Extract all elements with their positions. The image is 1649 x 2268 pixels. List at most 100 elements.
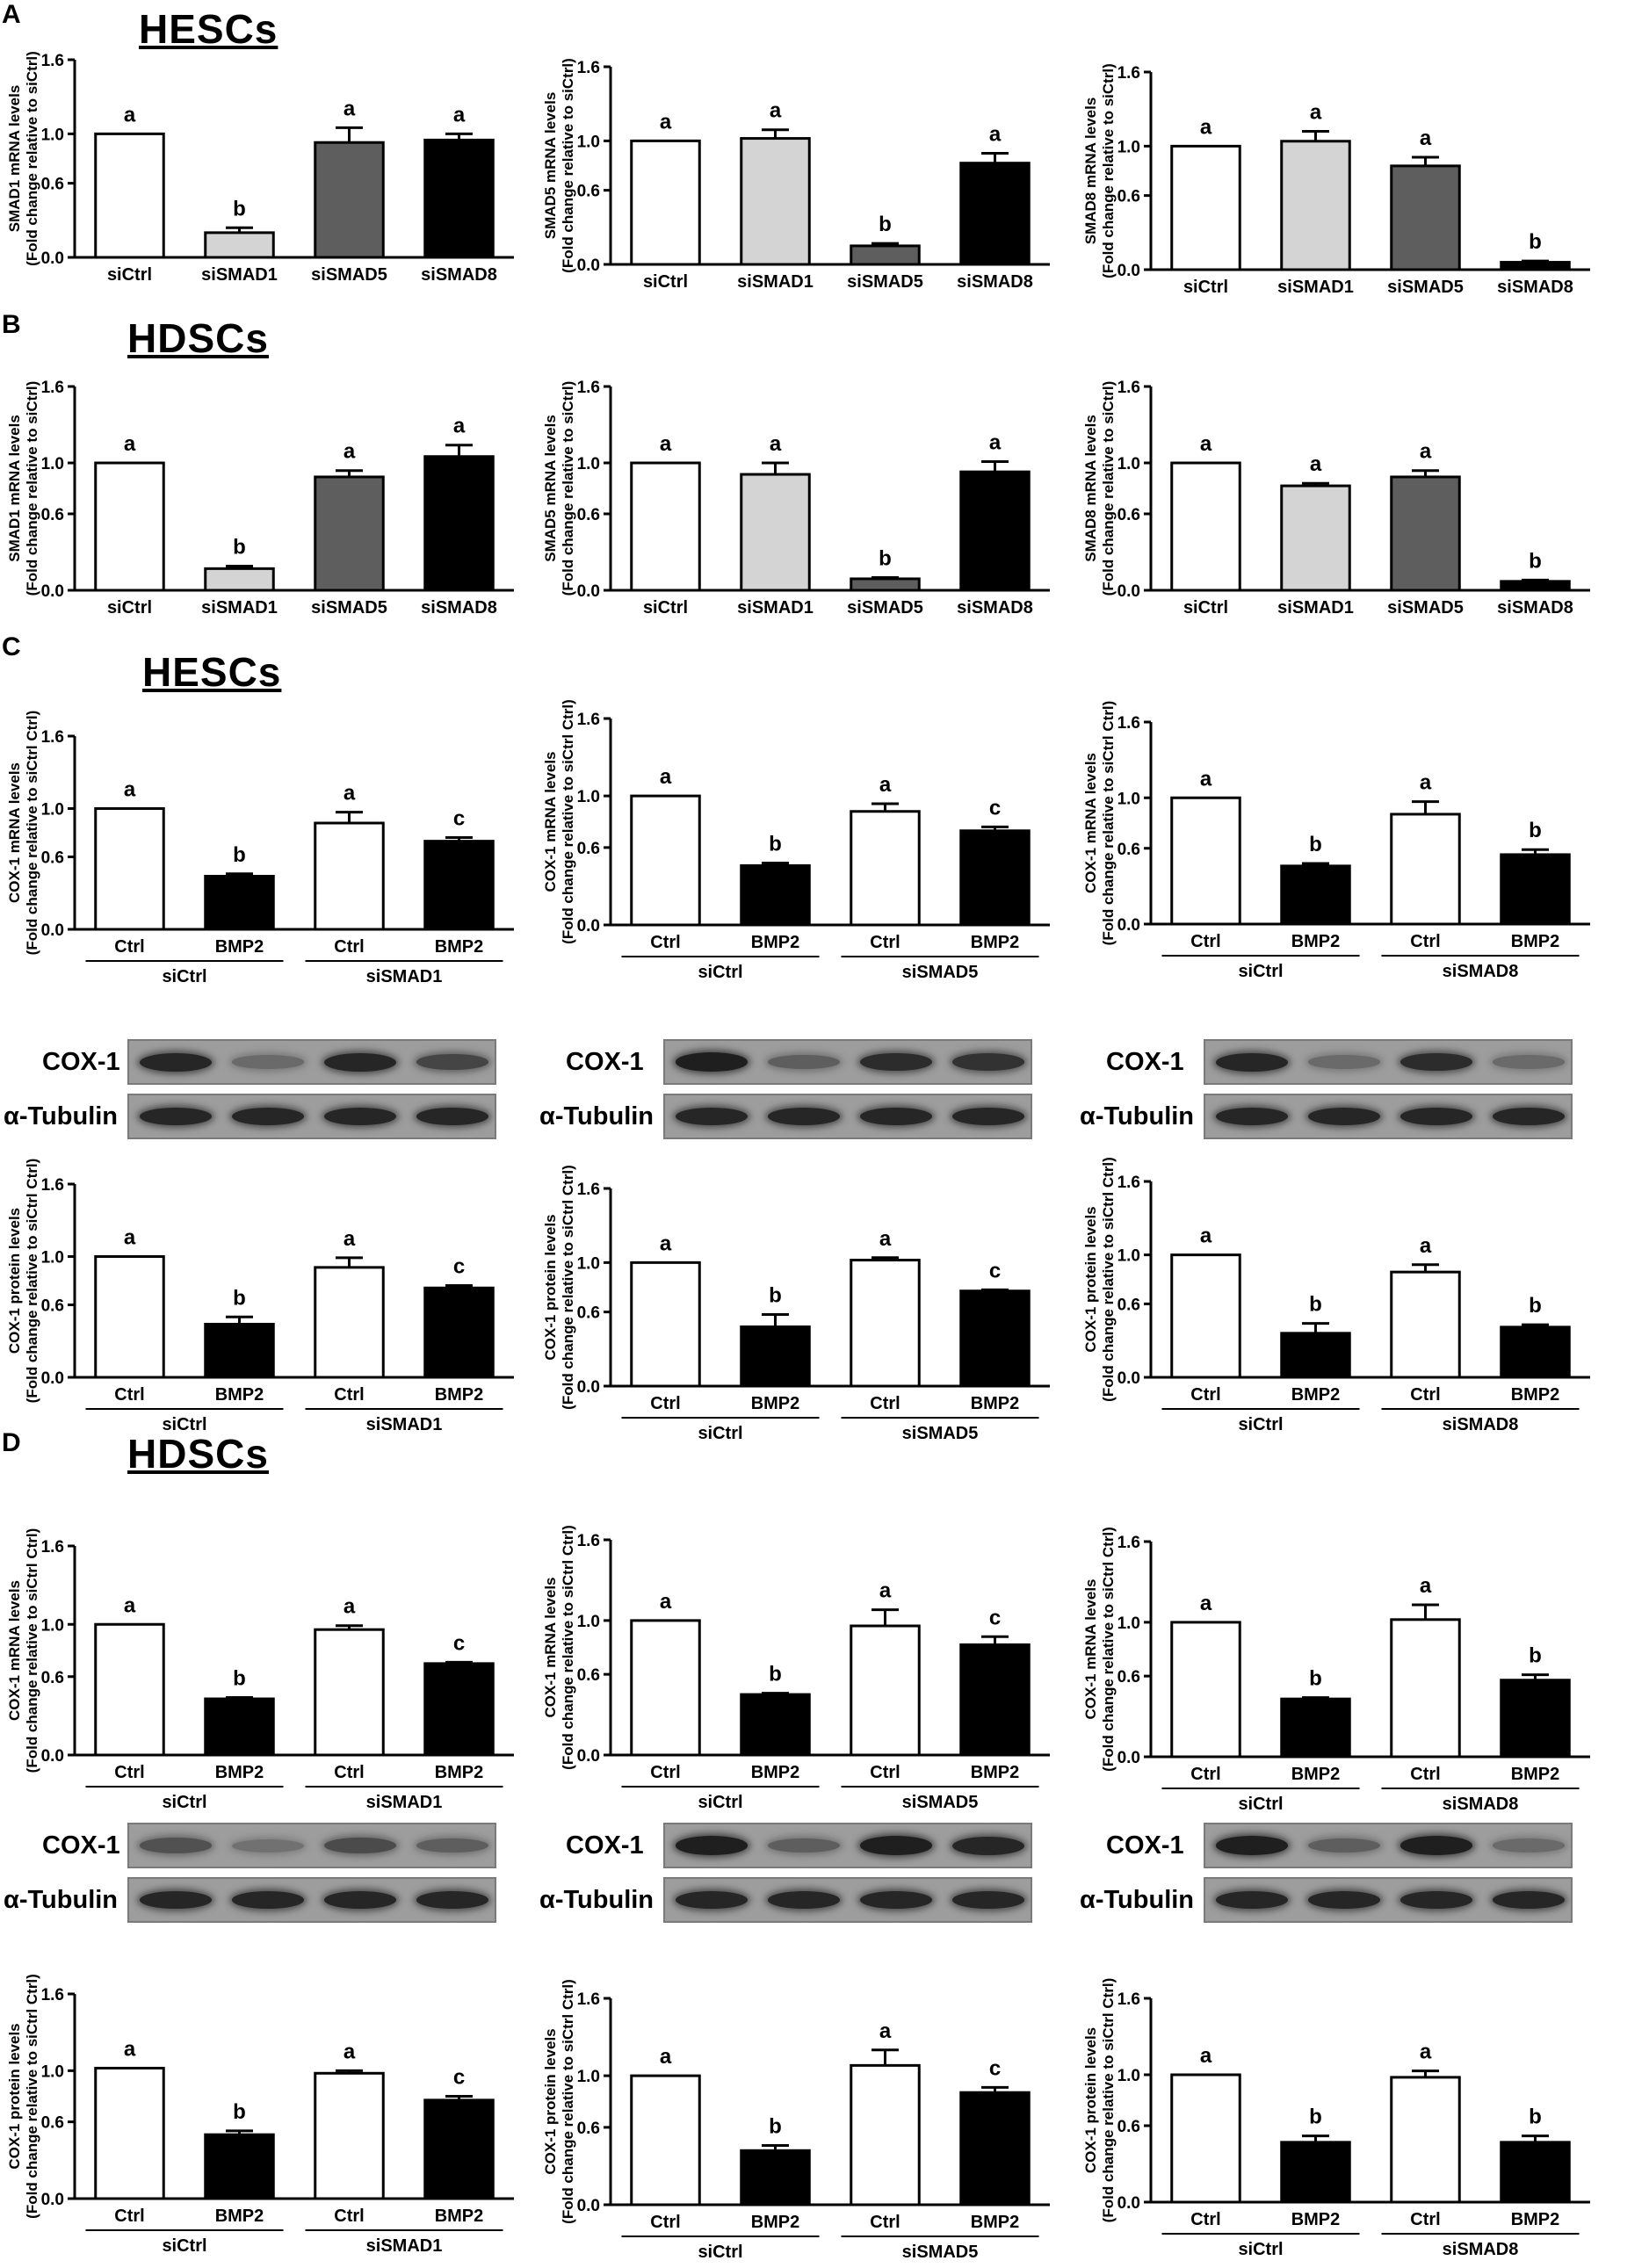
bar <box>959 1643 1031 1757</box>
tubulin-band <box>323 1108 396 1125</box>
tubulin-band <box>323 1891 396 1909</box>
western-blot-c2: COX-1 α-Tubulin <box>536 1039 1063 1143</box>
bar <box>630 139 701 266</box>
tubulin-band <box>1492 1108 1565 1125</box>
x-tick-label: BMP2 <box>215 1763 264 1782</box>
y-axis-label: SMAD5 mRNA levels <box>542 92 559 240</box>
bar <box>1500 2141 1571 2204</box>
y-tick-label: 0.6 <box>41 176 64 194</box>
bar <box>1390 164 1461 271</box>
bar <box>1500 261 1571 271</box>
blot-lane-tubulin <box>127 1877 496 1923</box>
bar <box>314 821 385 931</box>
tubulin-band <box>767 1891 840 1909</box>
y-tick-label: 0.6 <box>577 183 600 201</box>
bar <box>204 231 275 259</box>
bar <box>94 2066 165 2200</box>
panel-letter-b: B <box>2 310 21 339</box>
x-tick-label: Ctrl <box>114 1385 144 1405</box>
y-tick-label: 0.0 <box>41 249 64 268</box>
y-tick-label: 0.6 <box>1117 841 1140 859</box>
tubulin-band <box>1307 1108 1380 1125</box>
cox1-band <box>231 1838 304 1853</box>
significance-letter: a <box>770 432 782 456</box>
bar <box>1390 475 1461 592</box>
cox1-band <box>416 1838 488 1853</box>
tubulin-band <box>1215 1108 1288 1125</box>
x-tick-label: siCtrl <box>1183 278 1228 297</box>
y-axis-label-secondary: (Fold change relative to siCtrl Ctrl) <box>24 711 40 956</box>
bar <box>1390 2076 1461 2204</box>
bar <box>1390 1270 1461 1379</box>
chart-b3-smad8-mrna: SMAD8 mRNA levels (Fold change relative t… <box>1082 379 1590 618</box>
blot-label-tubulin: α-Tubulin <box>1080 1102 1195 1130</box>
x-tick-label: BMP2 <box>435 1763 484 1782</box>
x-tick-label: BMP2 <box>1511 2210 1560 2229</box>
x-tick-label: siSMAD1 <box>737 272 814 292</box>
y-axis-label: SMAD1 mRNA levels <box>6 415 23 562</box>
y-tick-label: 1.6 <box>1117 64 1140 83</box>
cox1-band <box>767 1838 840 1853</box>
bar <box>1280 864 1351 926</box>
y-axis-label-secondary: (Fold change relative to siCtrl Ctrl) <box>24 1974 40 2219</box>
significance-letter: b <box>1529 1644 1542 1668</box>
significance-letter: b <box>1309 833 1322 856</box>
group-label: siCtrl <box>1238 1795 1283 1814</box>
x-tick-label: BMP2 <box>215 2207 264 2226</box>
chart-b1-smad1-mrna: SMAD1 mRNA levels (Fold change relative t… <box>6 379 514 618</box>
blot-label-tubulin: α-Tubulin <box>4 1102 119 1130</box>
y-tick-label: 0.0 <box>41 1747 64 1766</box>
x-tick-label: siSMAD8 <box>957 272 1033 292</box>
significance-letter: a <box>660 1590 672 1614</box>
x-tick-label: Ctrl <box>334 1385 364 1405</box>
tubulin-band <box>139 1891 212 1909</box>
x-tick-label: BMP2 <box>751 1763 800 1782</box>
y-axis-label: COX-1 protein levels <box>1082 1206 1099 1352</box>
y-tick-label: 1.0 <box>1117 138 1140 156</box>
significance-letter: b <box>233 535 246 559</box>
x-tick-label: siSMAD8 <box>1497 598 1573 618</box>
cox1-band <box>1307 1838 1380 1853</box>
x-tick-label: Ctrl <box>1190 1765 1220 1784</box>
bar <box>314 1266 385 1379</box>
significance-letter: a <box>1420 1234 1432 1258</box>
x-tick-label: BMP2 <box>1291 1385 1341 1405</box>
x-tick-label: BMP2 <box>215 1385 264 1405</box>
x-tick-label: Ctrl <box>650 2213 680 2232</box>
cox1-band <box>416 1053 488 1071</box>
bar <box>1170 796 1241 926</box>
significance-letter: b <box>1309 1667 1322 1691</box>
group-label: siCtrl <box>1238 1415 1283 1434</box>
bar <box>959 162 1031 266</box>
y-tick-label: 0.6 <box>1117 188 1140 206</box>
x-tick-label: siSMAD1 <box>1277 598 1354 618</box>
bar <box>94 461 165 592</box>
y-axis-label-secondary: (Fold change relative to siCtrl) <box>24 51 40 266</box>
chart-c4-cox1-protein: COX-1 protein levels (Fold change relativ… <box>6 1159 514 1434</box>
y-tick-label: 1.6 <box>577 59 600 77</box>
bar <box>1280 484 1351 592</box>
y-tick-label: 1.6 <box>41 1538 64 1557</box>
y-axis-label: COX-1 mRNA levels <box>542 752 559 892</box>
bar <box>204 567 275 592</box>
x-tick-label: BMP2 <box>1291 2210 1341 2229</box>
bar <box>850 2063 921 2207</box>
chart-c1-cox1-mrna: COX-1 mRNA levels (Fold change relative t… <box>6 711 514 986</box>
group-label: siSMAD1 <box>366 1415 443 1434</box>
bar <box>850 577 921 592</box>
significance-letter: c <box>453 1255 465 1279</box>
bar <box>1280 1332 1351 1379</box>
y-tick-label: 1.0 <box>577 1254 600 1273</box>
cox1-band <box>951 1836 1024 1855</box>
x-tick-label: Ctrl <box>870 1763 900 1782</box>
significance-letter: a <box>660 432 672 456</box>
chart-c5-cox1-protein: COX-1 protein levels (Fold change relativ… <box>542 1165 1050 1443</box>
y-tick-label: 0.0 <box>577 917 600 935</box>
y-tick-label: 0.6 <box>577 2120 600 2138</box>
panel-letter-c: C <box>2 632 21 661</box>
significance-letter: a <box>1200 115 1212 139</box>
significance-letter: a <box>1420 440 1432 464</box>
significance-letter: a <box>124 432 136 456</box>
blot-label-tubulin: α-Tubulin <box>539 1102 655 1130</box>
y-tick-label: 1.6 <box>577 379 600 397</box>
